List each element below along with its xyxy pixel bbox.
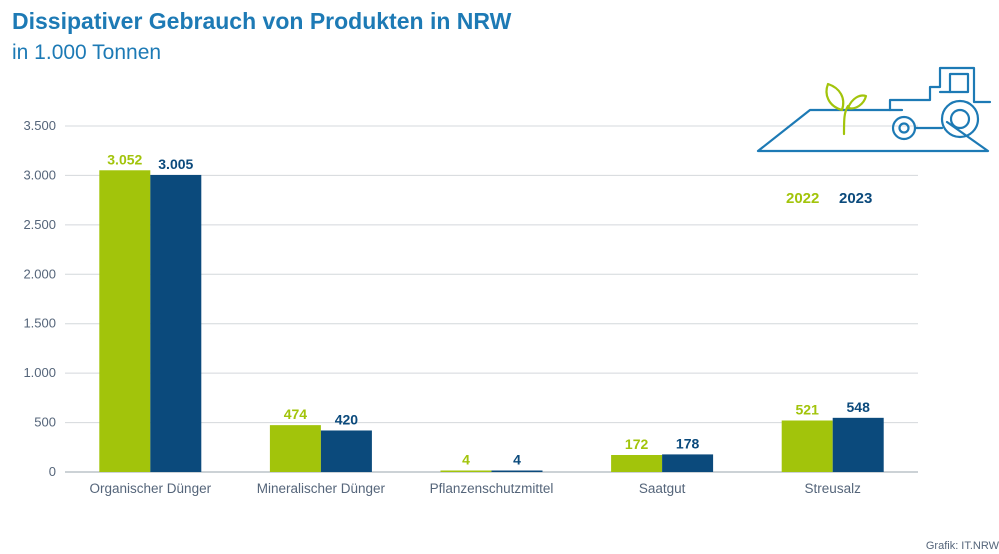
y-tick-label: 2.000 xyxy=(23,266,56,281)
data-labels: 3.052 3.005 474 420 4 4 172 178 521 548 xyxy=(107,151,870,467)
y-tick-label: 2.500 xyxy=(23,217,56,232)
y-tick-label: 3.000 xyxy=(23,167,56,182)
bar-2022 xyxy=(269,425,321,472)
tractor-field-illustration xyxy=(756,66,992,153)
data-label-2023: 178 xyxy=(676,435,700,451)
y-tick-label: 1.500 xyxy=(23,316,56,331)
category-label: Mineralischer Dünger xyxy=(257,481,386,496)
category-label: Streusalz xyxy=(805,481,862,496)
category-label: Organischer Dünger xyxy=(90,481,212,496)
chart-title: Dissipativer Gebrauch von Produkten in N… xyxy=(12,8,512,34)
y-tick-label: 0 xyxy=(49,464,56,479)
data-label-2022: 474 xyxy=(284,406,308,422)
data-label-2022: 521 xyxy=(796,401,820,417)
category-label: Pflanzenschutzmittel xyxy=(430,481,554,496)
source-note: Grafik: IT.NRW xyxy=(925,540,999,552)
data-label-2022: 172 xyxy=(625,436,649,452)
data-label-2022: 3.052 xyxy=(107,151,142,167)
legend-item-2022: 2022 xyxy=(786,190,820,207)
y-tick-label: 3.500 xyxy=(23,118,56,133)
data-label-2022: 4 xyxy=(462,452,470,468)
bar-2022 xyxy=(440,470,492,472)
category-label: Saatgut xyxy=(639,481,686,496)
bar-2023 xyxy=(320,430,372,472)
legend-item-2023: 2023 xyxy=(839,190,873,207)
data-label-2023: 3.005 xyxy=(158,156,193,172)
y-tick-label: 500 xyxy=(34,415,56,430)
bar-2023 xyxy=(662,454,714,472)
data-label-2023: 4 xyxy=(513,452,521,468)
category-labels: Organischer Dünger Mineralischer Dünger Pf… xyxy=(90,481,862,496)
y-axis-tick-labels: 0 500 1.000 1.500 2.000 2.500 3.000 3.500 xyxy=(23,118,56,479)
bar-2022 xyxy=(781,420,833,472)
bars xyxy=(99,170,884,473)
chart-subtitle: in 1.000 Tonnen xyxy=(12,41,162,64)
bar-2022 xyxy=(99,170,151,472)
bar-2023 xyxy=(491,470,543,472)
data-label-2023: 548 xyxy=(847,399,871,415)
data-label-2023: 420 xyxy=(335,411,359,427)
y-tick-label: 1.000 xyxy=(23,365,56,380)
bar-2023 xyxy=(150,174,202,473)
bar-2023 xyxy=(832,417,884,472)
bar-2022 xyxy=(611,454,663,472)
